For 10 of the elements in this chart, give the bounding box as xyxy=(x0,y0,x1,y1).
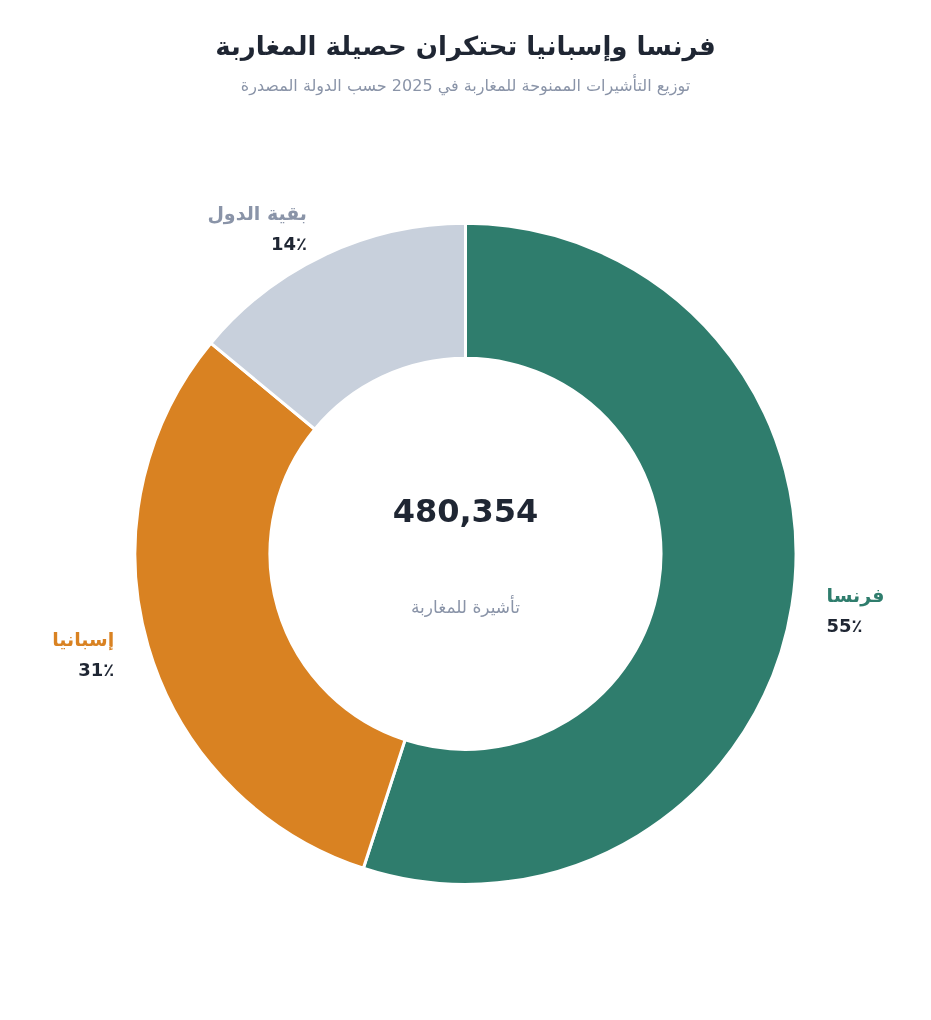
slice-label: فرنسا xyxy=(826,584,885,608)
data-label: 55٪ xyxy=(826,615,863,637)
text: تأشيرة للمغاربة xyxy=(410,594,521,617)
slice-label: إسبانيا xyxy=(52,628,115,652)
data-label: 31٪ xyxy=(78,659,115,681)
data-label: 14٪ xyxy=(270,232,307,254)
text: 480,354 xyxy=(392,492,539,530)
chart-title: فرنسا وإسبانيا تحتكران حصيلة المغاربة xyxy=(215,31,716,62)
slice-label: بقية الدول xyxy=(207,201,307,225)
chart-subtitle: توزيع التأشيرات الممنوحة للمغاربة في 2025 حسب الدولة المصدرة xyxy=(240,73,691,96)
